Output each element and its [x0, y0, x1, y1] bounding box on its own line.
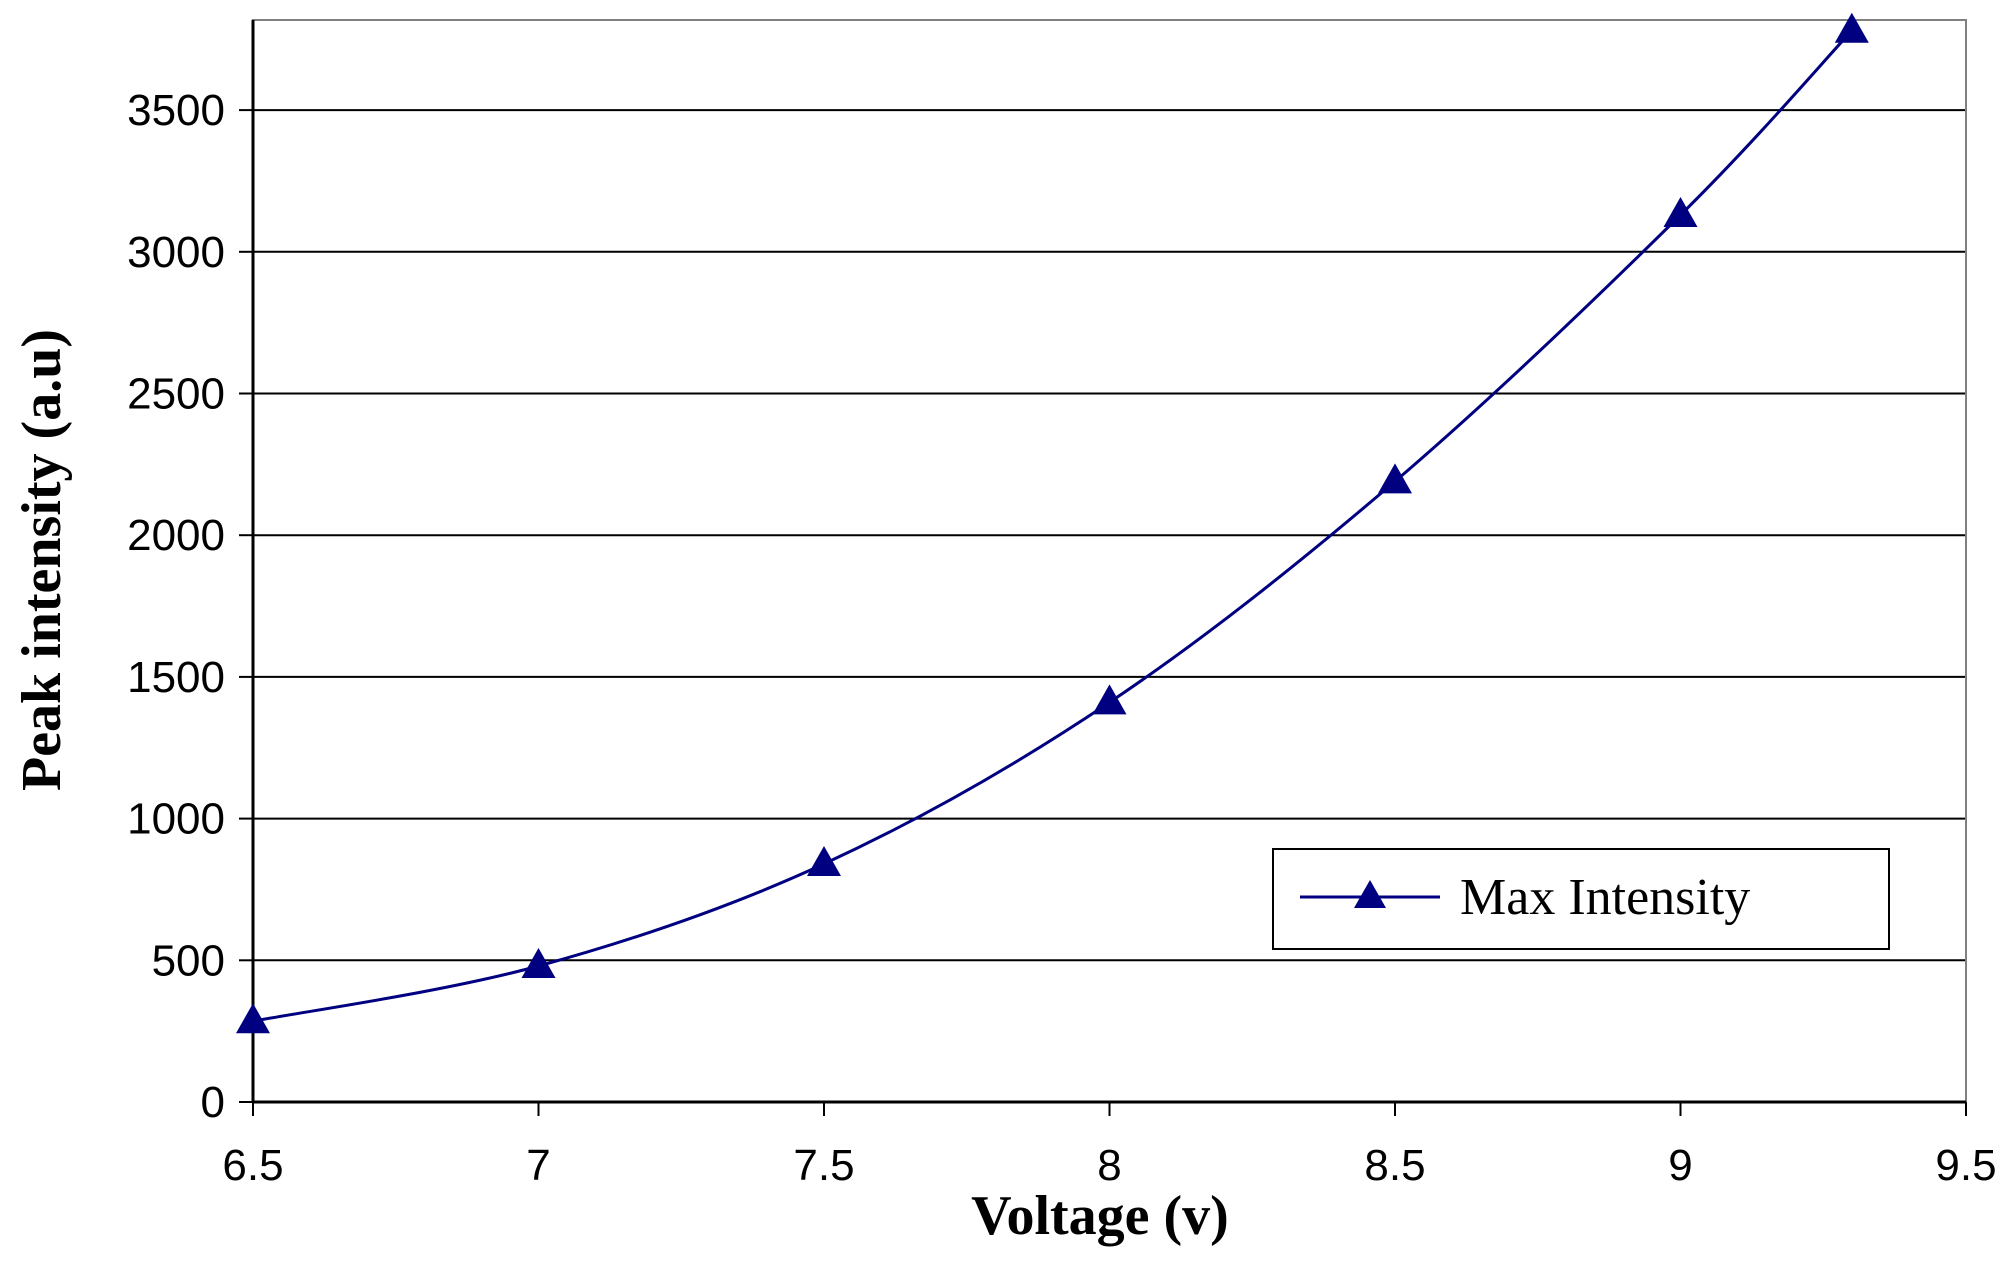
legend-triangle-marker — [1354, 880, 1386, 908]
y-tick-label: 2000 — [127, 511, 225, 560]
y-tick-label: 500 — [152, 936, 225, 985]
legend: Max Intensity — [1272, 848, 1890, 950]
series-layer — [236, 12, 1869, 1034]
data-point-marker — [236, 1003, 270, 1034]
legend-label: Max Intensity — [1460, 869, 1750, 926]
axes — [251, 20, 1967, 1116]
x-tick-labels: 6.5 7 7.5 8 8.5 9 9.5 — [222, 1141, 1996, 1190]
x-tick-label: 8 — [1097, 1141, 1121, 1190]
x-tick-label: 8.5 — [1364, 1141, 1425, 1190]
y-tick-label: 2500 — [127, 370, 225, 419]
y-tick-label: 0 — [201, 1078, 225, 1127]
x-tick-label: 7.5 — [793, 1141, 854, 1190]
data-point-marker — [1663, 196, 1698, 227]
x-tick-label: 7 — [526, 1141, 550, 1190]
y-tick-label: 1000 — [127, 795, 225, 844]
y-axis-title: Peak intensity (a.u) — [11, 329, 73, 791]
x-axis-title: Voltage (v) — [971, 1185, 1229, 1247]
y-tick-label: 3000 — [127, 228, 225, 277]
data-point-marker — [807, 845, 841, 876]
data-point-marker — [1092, 684, 1127, 715]
y-tick-labels: 0 500 1000 1500 2000 2500 3000 3500 — [127, 86, 225, 1127]
data-point-marker — [1834, 12, 1869, 43]
data-point-marker — [521, 947, 556, 978]
x-tick-label: 6.5 — [222, 1141, 283, 1190]
y-tick-label: 1500 — [127, 653, 225, 702]
data-point-marker — [1378, 463, 1412, 494]
y-tick-label: 3500 — [127, 86, 225, 135]
x-tick-label: 9 — [1668, 1141, 1692, 1190]
x-tick-label: 9.5 — [1935, 1141, 1996, 1190]
